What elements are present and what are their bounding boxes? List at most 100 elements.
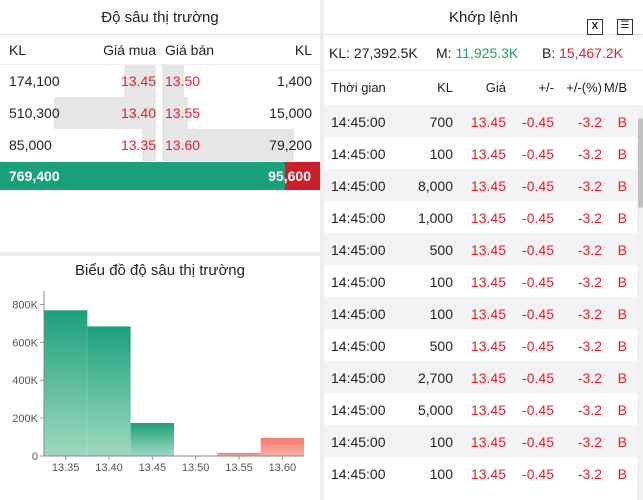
row-side: B — [617, 274, 627, 290]
total-sell-volume: 95,600 — [268, 168, 311, 184]
matched-scroll-thumb[interactable] — [638, 118, 643, 208]
row-side: B — [617, 146, 627, 162]
row-change-percent: -3.2 — [577, 242, 602, 258]
x-tick-label: 13.35 — [52, 462, 80, 474]
row-time: 14:45:00 — [331, 434, 386, 450]
row-time: 14:45:00 — [331, 306, 386, 322]
row-price: 13.45 — [470, 434, 506, 450]
row-change-percent: -3.2 — [577, 178, 602, 194]
row-volume: 100 — [429, 274, 453, 290]
excel-icon[interactable]: X — [586, 19, 603, 36]
matched-header: Thời gian KL Giá +/- +/-(%) M/B — [324, 71, 643, 105]
header-change: +/- — [538, 80, 554, 95]
row-change: -0.45 — [522, 370, 554, 386]
row-change: -0.45 — [522, 242, 554, 258]
row-change-percent: -3.2 — [577, 210, 602, 226]
depth-header: KL Giá mua Giá bán KL — [0, 35, 320, 65]
matched-row[interactable]: 14:45:00 500 13.45 -0.45 -3.2 B — [324, 233, 643, 265]
buy-volume-bar — [142, 129, 156, 161]
row-side: B — [617, 434, 627, 450]
matched-scrollbar[interactable] — [637, 108, 643, 500]
row-price: 13.45 — [470, 466, 506, 482]
row-side: B — [617, 242, 627, 258]
row-time: 14:45:00 — [331, 178, 386, 194]
row-side: B — [617, 306, 627, 322]
market-depth-panel: Độ sâu thị trường KL Giá mua Giá bán KL … — [0, 0, 320, 252]
row-price: 13.45 — [470, 114, 506, 130]
matched-row[interactable]: 14:45:00 500 13.45 -0.45 -3.2 B — [324, 329, 643, 361]
row-price: 13.45 — [470, 370, 506, 386]
depth-chart-title: Biểu đồ độ sâu thị trường — [75, 262, 245, 279]
row-volume: 100 — [429, 466, 453, 482]
depth-row: 510,300 13.40 13.55 15,000 — [0, 97, 320, 129]
row-change: -0.45 — [522, 274, 554, 290]
total-volume-bar: 769,400 95,600 — [0, 162, 320, 190]
row-side: B — [617, 466, 627, 482]
matched-row[interactable]: 14:45:00 100 13.45 -0.45 -3.2 B — [324, 457, 643, 489]
matched-row[interactable]: 14:45:00 2,700 13.45 -0.45 -3.2 B — [324, 361, 643, 393]
row-price: 13.45 — [470, 402, 506, 418]
y-tick-label: 600K — [12, 337, 38, 349]
matched-row[interactable]: 14:45:00 5,000 13.45 -0.45 -3.2 B — [324, 393, 643, 425]
row-volume: 700 — [429, 114, 453, 130]
sell-depth-bar — [217, 452, 261, 456]
buy-volume-bar — [124, 65, 156, 97]
header-volume: KL — [437, 80, 453, 95]
row-price: 13.45 — [470, 146, 506, 162]
row-time: 14:45:00 — [331, 370, 386, 386]
buy-volume-bar — [54, 97, 156, 129]
sell-volume-bar — [162, 65, 184, 97]
row-change-percent: -3.2 — [577, 434, 602, 450]
row-change: -0.45 — [522, 306, 554, 322]
row-time: 14:45:00 — [331, 402, 386, 418]
buy-price: 13.35 — [120, 137, 156, 153]
matched-row[interactable]: 14:45:00 8,000 13.45 -0.45 -3.2 B — [324, 169, 643, 201]
row-change: -0.45 — [522, 146, 554, 162]
row-change-percent: -3.2 — [577, 146, 602, 162]
row-change-percent: -3.2 — [577, 274, 602, 290]
x-tick-label: 13.55 — [225, 462, 253, 474]
x-tick-label: 13.60 — [269, 462, 297, 474]
header-time: Thời gian — [331, 80, 386, 95]
row-change: -0.45 — [522, 114, 554, 130]
row-volume: 500 — [429, 338, 453, 354]
buy-depth-bar — [44, 310, 88, 456]
matched-row[interactable]: 14:45:00 100 13.45 -0.45 -3.2 B — [324, 137, 643, 169]
matched-row[interactable]: 14:45:00 100 13.45 -0.45 -3.2 B — [324, 265, 643, 297]
row-time: 14:45:00 — [331, 114, 386, 130]
header-sell-price: Giá bán — [165, 42, 215, 58]
y-tick-label: 200K — [12, 413, 38, 425]
row-change: -0.45 — [522, 178, 554, 194]
row-time: 14:45:00 — [331, 146, 386, 162]
row-change-percent: -3.2 — [577, 370, 602, 386]
row-change: -0.45 — [522, 338, 554, 354]
matched-summary: KL: 27,392.5K M: 11,925.3K B: 15,467.2K — [324, 35, 643, 71]
row-volume: 1,000 — [417, 210, 453, 226]
row-change-percent: -3.2 — [577, 338, 602, 354]
matched-row[interactable]: 14:45:00 700 13.45 -0.45 -3.2 B — [324, 105, 643, 137]
buy-depth-bar — [87, 326, 131, 456]
row-change: -0.45 — [522, 466, 554, 482]
matched-row[interactable]: 14:45:00 100 13.45 -0.45 -3.2 B — [324, 425, 643, 457]
x-tick-label: 13.50 — [182, 462, 210, 474]
matched-rows[interactable]: 14:45:00 700 13.45 -0.45 -3.2 B 14:45:00 100 13.… — [324, 105, 643, 489]
matched-row[interactable]: 14:45:00 100 13.45 -0.45 -3.2 B — [324, 297, 643, 329]
buy-price: 13.45 — [120, 73, 156, 89]
row-price: 13.45 — [470, 306, 506, 322]
list-icon[interactable]: ☰ — [617, 19, 633, 36]
buy-volume: 85,000 — [9, 137, 52, 153]
sell-volume: 79,200 — [269, 137, 312, 153]
buy-depth-bar — [130, 423, 174, 456]
row-side: B — [617, 402, 627, 418]
matched-orders-title-bar: Khớp lệnh X ☰ — [324, 0, 643, 36]
y-tick-label: 800K — [12, 299, 38, 311]
y-tick-label: 400K — [12, 375, 38, 387]
matched-row[interactable]: 14:45:00 1,000 13.45 -0.45 -3.2 B — [324, 201, 643, 233]
summary-sell-volume: B: 15,467.2K — [542, 45, 623, 61]
row-time: 14:45:00 — [331, 242, 386, 258]
total-sell-segment — [285, 162, 320, 190]
x-tick-label: 13.40 — [95, 462, 123, 474]
depth-row: 85,000 13.35 13.60 79,200 — [0, 129, 320, 161]
row-side: B — [617, 338, 627, 354]
row-change: -0.45 — [522, 402, 554, 418]
